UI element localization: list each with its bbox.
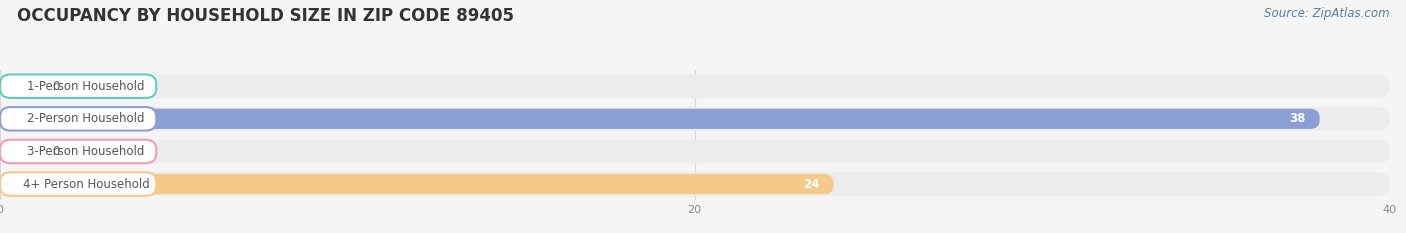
FancyBboxPatch shape bbox=[0, 140, 156, 163]
Text: 2-Person Household: 2-Person Household bbox=[27, 112, 145, 125]
Text: Source: ZipAtlas.com: Source: ZipAtlas.com bbox=[1264, 7, 1389, 20]
FancyBboxPatch shape bbox=[0, 141, 42, 161]
FancyBboxPatch shape bbox=[0, 107, 156, 130]
Text: OCCUPANCY BY HOUSEHOLD SIZE IN ZIP CODE 89405: OCCUPANCY BY HOUSEHOLD SIZE IN ZIP CODE … bbox=[17, 7, 513, 25]
FancyBboxPatch shape bbox=[0, 140, 1389, 163]
Text: 1-Person Household: 1-Person Household bbox=[27, 80, 145, 93]
FancyBboxPatch shape bbox=[0, 75, 156, 98]
Text: 3-Person Household: 3-Person Household bbox=[27, 145, 145, 158]
FancyBboxPatch shape bbox=[0, 172, 1389, 196]
Text: 0: 0 bbox=[52, 145, 59, 158]
FancyBboxPatch shape bbox=[0, 174, 834, 194]
Text: 38: 38 bbox=[1289, 112, 1306, 125]
FancyBboxPatch shape bbox=[0, 75, 1389, 98]
Text: 0: 0 bbox=[52, 80, 59, 93]
FancyBboxPatch shape bbox=[0, 76, 42, 96]
FancyBboxPatch shape bbox=[0, 172, 156, 196]
Text: 4+ Person Household: 4+ Person Household bbox=[22, 178, 149, 191]
FancyBboxPatch shape bbox=[0, 107, 1389, 130]
Text: 24: 24 bbox=[803, 178, 820, 191]
FancyBboxPatch shape bbox=[0, 109, 1320, 129]
